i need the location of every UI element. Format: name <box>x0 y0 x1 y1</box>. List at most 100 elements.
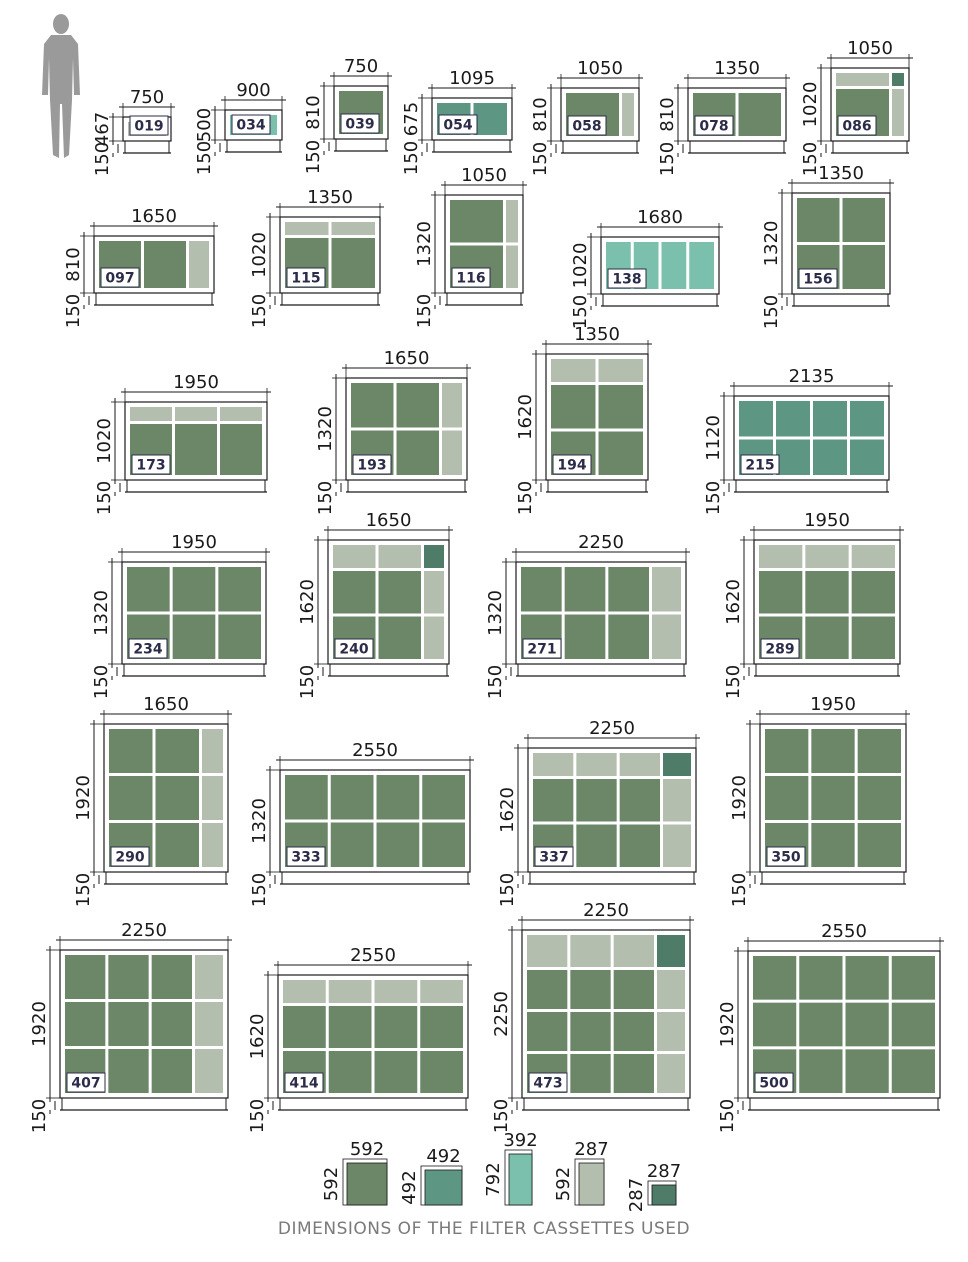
unit-code: 194 <box>557 458 586 474</box>
cassette-592 <box>811 776 855 820</box>
cassette-592 <box>144 241 186 288</box>
cassette-592 <box>776 401 810 437</box>
filter-unit-193: 193 1650 1320 150 <box>315 348 471 515</box>
cassette-287 <box>331 222 375 235</box>
unit-code-badge <box>567 115 607 136</box>
unit-code: 034 <box>236 118 265 134</box>
cassette-287 <box>374 980 418 1003</box>
unit-base: 150 <box>515 481 536 515</box>
unit-code: 500 <box>759 1076 788 1092</box>
unit-width: 900 <box>236 80 270 101</box>
cassette-height: 492 <box>399 1170 420 1204</box>
cassette-592 <box>108 1049 149 1093</box>
unit-width: 1680 <box>637 207 683 228</box>
cassette-height: 592 <box>553 1167 574 1201</box>
cassette-592 <box>570 1054 611 1093</box>
cassette-287 <box>652 614 681 659</box>
cassette-592 <box>65 1002 106 1046</box>
unit-code: 116 <box>456 271 485 287</box>
unit-base: 150 <box>91 665 112 699</box>
cassette-592 <box>613 1054 654 1093</box>
cassette-592 <box>891 1002 935 1047</box>
unit-width: 2135 <box>789 366 835 387</box>
cassette-592 <box>420 1051 463 1093</box>
cassette-592 <box>283 1006 326 1048</box>
cassette-592 <box>351 383 394 428</box>
cassette-592 <box>218 614 261 659</box>
cassette-592 <box>109 729 153 773</box>
cassette-height: 792 <box>483 1162 504 1196</box>
unit-height: 1620 <box>497 787 518 833</box>
cassette-swatch <box>424 1169 463 1206</box>
unit-width: 1350 <box>307 187 353 208</box>
unit-code: 058 <box>572 119 601 135</box>
cassette-592 <box>155 823 199 867</box>
unit-width: 1950 <box>804 510 850 531</box>
filter-unit-138: 138 1680 1020 150 <box>570 207 723 329</box>
unit-code-badge <box>766 846 806 867</box>
filter-unit-054: 054 1095 675 150 <box>401 68 516 175</box>
cassette-287 <box>622 93 634 136</box>
cassette-592 <box>850 401 884 437</box>
cassette-592 <box>521 567 562 612</box>
cassette-592 <box>328 1051 372 1093</box>
cassette-592 <box>845 956 889 1000</box>
person-body <box>42 35 80 158</box>
cassette-592 <box>891 1049 935 1093</box>
cassette-592 <box>811 823 855 867</box>
cassette-592 <box>857 776 901 820</box>
unit-base: 150 <box>297 665 318 699</box>
filter-unit-058: 058 1050 810 150 <box>530 58 643 176</box>
cassette-592 <box>564 567 606 612</box>
unit-base: 150 <box>29 1099 50 1133</box>
unit-height: 1020 <box>570 243 591 289</box>
filter-unit-333: 333 2550 1320 150 <box>249 740 474 907</box>
unit-base: 150 <box>92 142 113 176</box>
unit-width: 1650 <box>384 348 430 369</box>
unit-code-badge <box>66 1072 106 1093</box>
cassette-592 <box>374 1051 418 1093</box>
unit-height: 500 <box>194 108 215 142</box>
filter-unit-350: 350 1950 1920 150 <box>729 694 910 907</box>
cassette-592 <box>576 779 617 822</box>
cassette-592 <box>661 242 687 289</box>
cassette-287 <box>576 753 617 776</box>
cassette-287 <box>202 776 223 820</box>
cassette-592 <box>851 571 895 614</box>
cassette-592 <box>328 1006 372 1048</box>
cassette-592 <box>857 729 901 773</box>
cassette-287-small <box>657 935 685 967</box>
legend-cassette-592x592: 592 592 <box>321 1139 388 1206</box>
unit-height: 1920 <box>729 775 750 821</box>
cassette-592 <box>527 970 568 1009</box>
unit-height: 1320 <box>485 590 506 636</box>
cassette-287 <box>657 970 685 1009</box>
unit-width: 1950 <box>810 694 856 715</box>
unit-code-badge <box>694 115 734 136</box>
unit-code-badge <box>451 267 491 288</box>
cassette-592 <box>378 616 421 659</box>
filter-unit-473: 473 2250 2250 150 <box>491 900 694 1133</box>
cassette-287 <box>759 545 803 568</box>
unit-code: 414 <box>289 1076 318 1092</box>
cassette-287 <box>424 616 444 659</box>
unit-base: 150 <box>497 873 518 907</box>
unit-width: 2250 <box>578 532 624 553</box>
cassette-swatch <box>578 1162 605 1206</box>
unit-height: 675 <box>401 102 422 136</box>
cassette-592 <box>172 567 216 612</box>
unit-base: 150 <box>703 481 724 515</box>
cassette-287 <box>663 779 691 822</box>
cassette-592 <box>799 956 843 1000</box>
cassette-287 <box>527 935 568 967</box>
unit-height: 1620 <box>515 394 536 440</box>
cassette-287 <box>851 545 895 568</box>
filter-unit-337: 337 2250 1620 150 <box>497 718 700 907</box>
unit-code-badge <box>340 113 380 134</box>
unit-code: 240 <box>339 642 368 658</box>
unit-code: 215 <box>745 458 774 474</box>
cassette-592 <box>598 385 643 429</box>
unit-width: 1350 <box>574 324 620 345</box>
unit-code: 039 <box>345 117 374 133</box>
cassette-592 <box>619 824 660 867</box>
